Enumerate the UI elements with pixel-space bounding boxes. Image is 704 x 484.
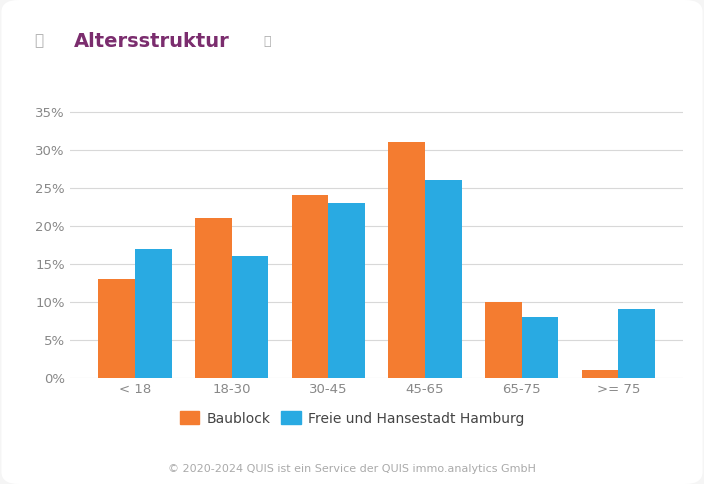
Bar [195, 218, 232, 378]
Text: ⓘ: ⓘ [264, 35, 271, 48]
Bar [388, 142, 425, 378]
Bar [328, 203, 365, 378]
Text: Altersstruktur: Altersstruktur [74, 31, 230, 51]
Text: © 2020-2024 QUIS ist ein Service der QUIS immo.analytics GmbH: © 2020-2024 QUIS ist ein Service der QUI… [168, 465, 536, 474]
Bar [618, 309, 655, 378]
Bar [99, 279, 135, 378]
Bar [582, 370, 618, 378]
Text: 🚶: 🚶 [34, 34, 43, 48]
Bar [485, 302, 522, 378]
Bar [522, 317, 558, 378]
Bar [135, 249, 172, 378]
Bar [291, 196, 328, 378]
Legend: Baublock, Freie und Hansestadt Hamburg: Baublock, Freie und Hansestadt Hamburg [175, 406, 529, 431]
Bar [425, 180, 462, 378]
Bar [232, 256, 268, 378]
